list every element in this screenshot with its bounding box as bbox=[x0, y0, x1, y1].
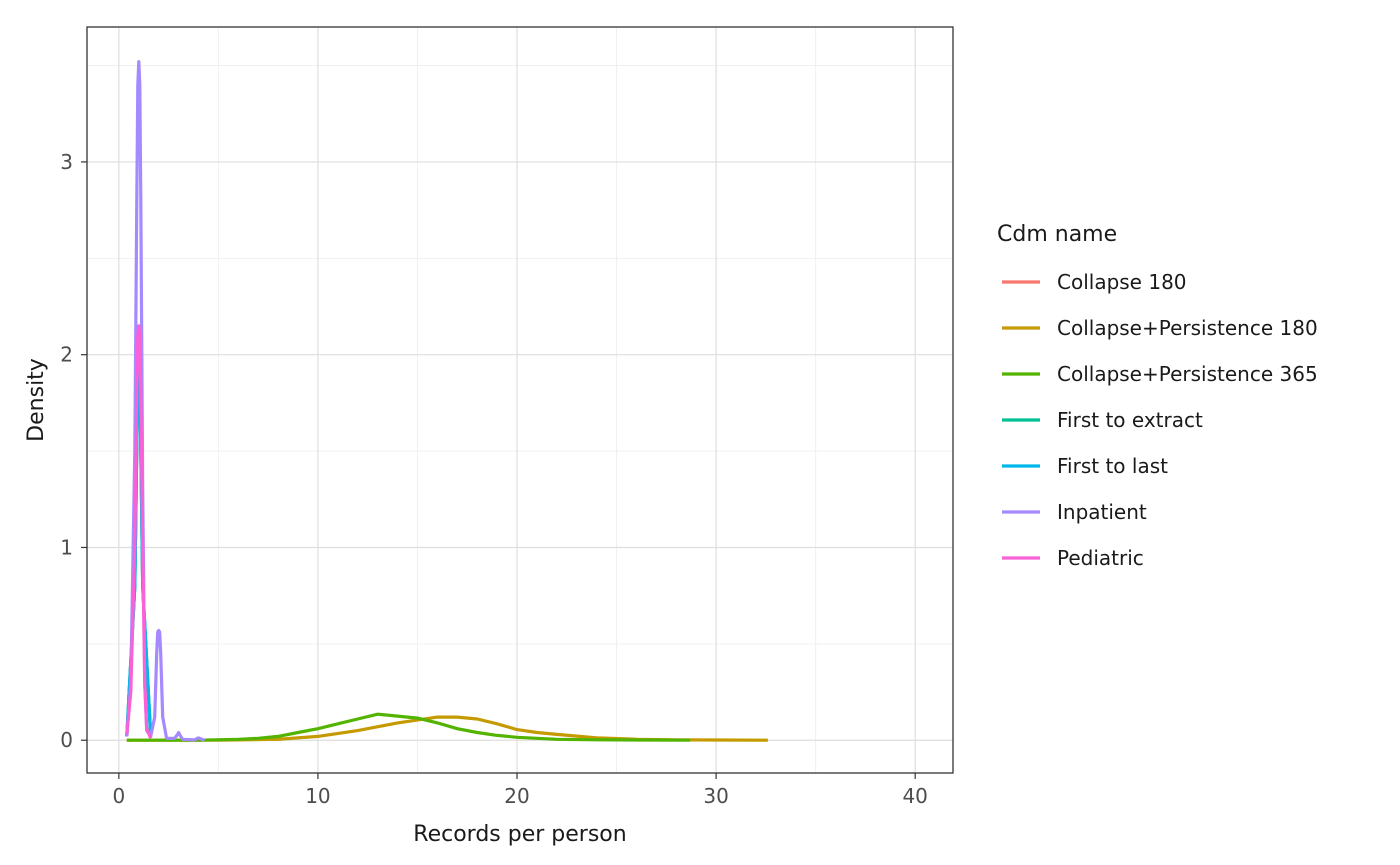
legend-label: First to last bbox=[1057, 454, 1168, 478]
legend-label: Collapse+Persistence 365 bbox=[1057, 362, 1318, 386]
legend-label: Collapse+Persistence 180 bbox=[1057, 316, 1318, 340]
x-axis: 0 10 20 30 40 bbox=[112, 773, 928, 808]
y-tick-label: 0 bbox=[60, 728, 73, 752]
x-tick-label: 20 bbox=[504, 784, 529, 808]
y-axis-title: Density bbox=[24, 358, 49, 442]
x-tick-label: 0 bbox=[112, 784, 125, 808]
legend-items: Collapse 180 Collapse+Persistence 180 Coll… bbox=[1002, 270, 1318, 570]
series-line-pediatric bbox=[125, 324, 153, 739]
grid-major bbox=[87, 27, 953, 773]
legend-label: Collapse 180 bbox=[1057, 270, 1187, 294]
x-axis-title: Records per person bbox=[413, 822, 626, 847]
x-tick-label: 10 bbox=[305, 784, 330, 808]
series-lines bbox=[125, 60, 768, 742]
x-tick-label: 30 bbox=[703, 784, 728, 808]
legend-label: First to extract bbox=[1057, 408, 1203, 432]
y-axis: 0 1 2 3 bbox=[60, 150, 87, 752]
series-line-collapse-persistence-365 bbox=[126, 712, 691, 742]
y-tick-label: 1 bbox=[60, 535, 73, 559]
series-line-inpatient bbox=[125, 60, 206, 742]
y-tick-label: 3 bbox=[60, 150, 73, 174]
legend: Cdm name Collapse 180 Collapse+Persistenc… bbox=[997, 222, 1318, 570]
y-tick-label: 2 bbox=[60, 343, 73, 367]
legend-label: Inpatient bbox=[1057, 500, 1147, 524]
legend-title: Cdm name bbox=[997, 222, 1117, 247]
series-line-collapse-persistence-180 bbox=[126, 715, 768, 742]
legend-label: Pediatric bbox=[1057, 546, 1144, 570]
grid-minor bbox=[87, 27, 953, 773]
x-tick-label: 40 bbox=[902, 784, 927, 808]
panel-border bbox=[86, 26, 954, 774]
